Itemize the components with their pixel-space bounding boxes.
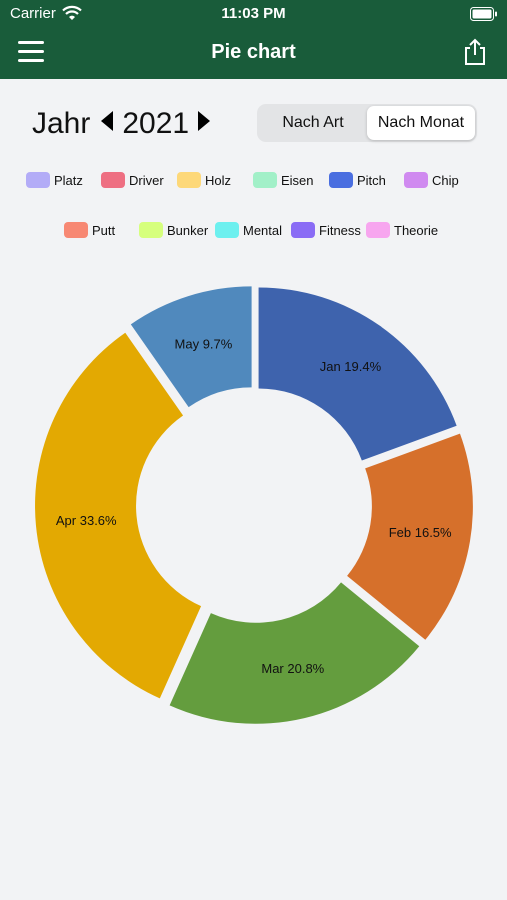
segment-nach-monat[interactable]: Nach Monat [367,106,475,140]
legend-swatch [101,172,125,188]
legend-swatch [215,222,239,238]
pie-slice-jan[interactable] [258,287,457,461]
legend-label: Platz [54,172,83,188]
slice-label-mar: Mar 20.8% [261,661,324,676]
grouping-segmented-control: Nach Art Nach Monat [257,104,477,142]
year-label: Jahr [32,107,91,140]
page-title: Pie chart [211,41,296,63]
menu-icon[interactable] [18,41,46,65]
year-value: 2021 [122,107,190,140]
share-icon[interactable] [462,38,488,71]
status-bar: Carrier 11:03 PM [0,0,507,28]
pie-slice-may[interactable] [130,286,252,408]
legend-label: Putt [92,222,116,238]
legend-label: Theorie [394,222,439,238]
legend-item[interactable]: Theorie [366,222,438,238]
slice-label-feb: Feb 16.5% [389,525,452,540]
year-selector: Jahr 2021 [32,104,211,144]
status-time: 11:03 PM [221,5,286,22]
legend-item[interactable]: Holz [177,172,231,188]
legend-item[interactable]: Platz [26,172,83,188]
legend-swatch [139,222,163,238]
slice-label-jan: Jan 19.4% [320,359,382,374]
legend-label: Eisen [281,172,314,188]
legend-item[interactable]: Driver [101,172,164,188]
next-year-icon[interactable] [197,107,211,141]
legend-label: Fitness [319,222,361,238]
legend-item[interactable]: Bunker [139,222,208,238]
legend-swatch [329,172,353,188]
slice-label-apr: Apr 33.6% [56,513,117,528]
legend-item[interactable]: Putt [64,222,115,238]
wifi-icon [62,5,82,26]
legend-label: Holz [205,172,232,188]
pie-slice-mar[interactable] [169,582,420,724]
legend-swatch [177,172,201,188]
legend-item[interactable]: Mental [215,222,282,238]
slice-label-may: May 9.7% [175,336,233,351]
legend-swatch [366,222,390,238]
legend-item[interactable]: Eisen [253,172,314,188]
legend-swatch [64,222,88,238]
nav-bar: Pie chart [0,28,507,79]
donut-chart: Jan 19.4% Feb 16.5% Mar 20.8% Apr 33.6% May … [35,286,473,724]
legend-swatch [404,172,428,188]
legend-item[interactable]: Chip [404,172,459,188]
previous-year-icon[interactable] [100,107,114,141]
legend-swatch [26,172,50,188]
legend-label: Mental [243,222,283,238]
battery-icon [470,7,498,26]
legend-swatch [253,172,277,188]
pie-slice-feb[interactable] [347,433,473,640]
legend-label: Chip [432,172,459,188]
carrier-label: Carrier [10,5,56,22]
legend-label: Driver [129,172,164,188]
legend-item[interactable]: Pitch [329,172,386,188]
pie-slice-apr[interactable] [35,332,202,699]
legend-item[interactable]: Fitness [291,222,361,238]
segment-nach-art[interactable]: Nach Art [282,114,344,131]
legend-label: Pitch [357,172,386,188]
legend-swatch [291,222,315,238]
legend-label: Bunker [167,222,209,238]
